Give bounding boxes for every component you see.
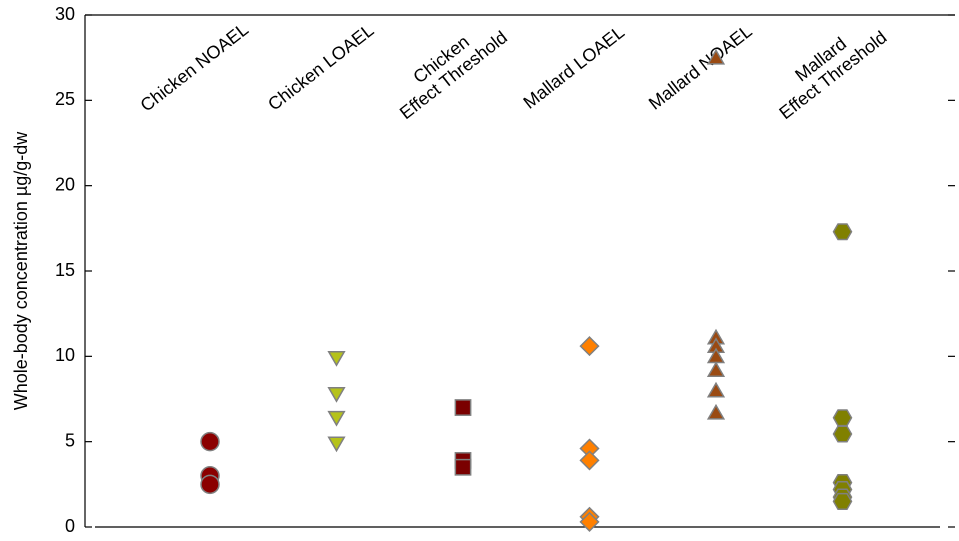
data-point xyxy=(200,474,220,495)
data-point xyxy=(706,361,726,377)
data-point xyxy=(579,336,600,357)
category-label-line: Chicken LOAEL xyxy=(264,20,377,115)
category-label: MallardEffect Threshold xyxy=(763,11,890,123)
category-label: Chicken NOAEL xyxy=(137,19,253,115)
category-label-line: Mallard NOAEL xyxy=(645,21,756,114)
data-point xyxy=(832,425,853,443)
category-label: Chicken LOAEL xyxy=(264,20,377,115)
data-point xyxy=(832,223,853,241)
data-point xyxy=(327,410,346,427)
y-tick-label: 15 xyxy=(55,260,75,280)
data-point xyxy=(200,431,220,452)
data-point xyxy=(832,492,853,510)
data-point xyxy=(454,399,472,416)
category-label-line: Chicken NOAEL xyxy=(137,19,253,115)
data-point xyxy=(327,436,346,453)
data-point xyxy=(327,386,346,403)
category-label: ChickenEffect Threshold xyxy=(384,11,511,123)
category-label: Mallard LOAEL xyxy=(520,22,628,113)
data-point xyxy=(579,450,600,471)
y-axis-label: Whole-body concentration µg/g-dw xyxy=(11,131,31,411)
y-tick-label: 10 xyxy=(55,345,75,365)
y-tick-label: 0 xyxy=(65,516,75,536)
data-point xyxy=(706,403,726,420)
data-point xyxy=(706,381,726,398)
category-label: Mallard NOAEL xyxy=(645,21,756,114)
y-tick-label: 20 xyxy=(55,174,75,194)
y-tick-label: 25 xyxy=(55,89,75,109)
data-point xyxy=(832,409,853,427)
data-point xyxy=(579,511,600,532)
data-point xyxy=(454,458,472,476)
data-point xyxy=(327,351,346,367)
category-label-line: Mallard LOAEL xyxy=(520,22,628,113)
y-tick-label: 30 xyxy=(55,4,75,24)
y-tick-label: 5 xyxy=(65,430,75,450)
data-point xyxy=(706,48,726,65)
